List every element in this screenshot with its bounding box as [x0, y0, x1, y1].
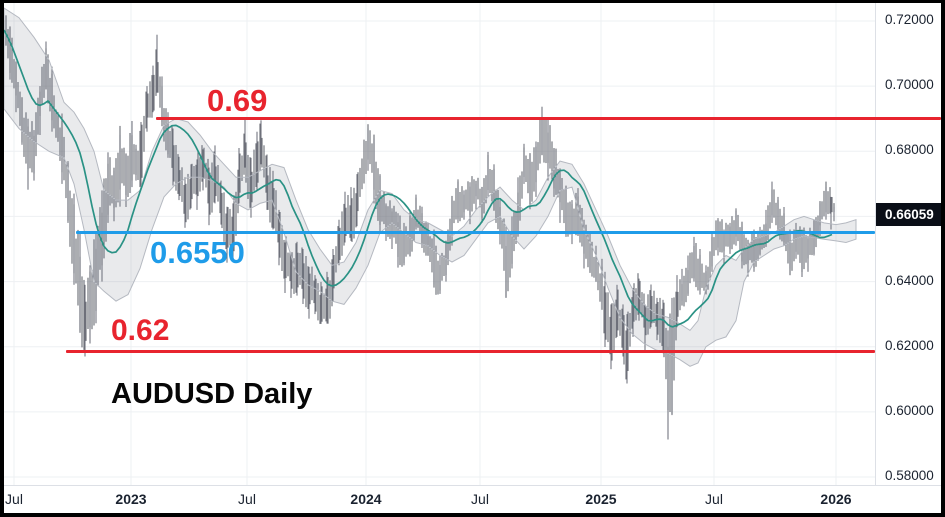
last-price-tag: 0.66059 — [876, 203, 941, 226]
time-tick-label: Jul — [471, 491, 489, 507]
price-tick-label: 0.68000 — [885, 142, 934, 158]
price-tick-label: 0.72000 — [885, 12, 934, 27]
price-tick-label: 0.64000 — [885, 272, 934, 288]
time-tick-label: Jul — [238, 491, 256, 507]
time-tick-label: 2025 — [585, 491, 617, 507]
time-axis[interactable]: Jul 2023 Jul 2024 Jul 2025 Jul 2026 — [4, 485, 941, 513]
pivot-line-0.6550[interactable] — [76, 231, 875, 234]
symbol-title: AUDUSD Daily — [111, 378, 313, 410]
chart-plot-area[interactable] — [4, 3, 875, 485]
price-tick-label: 0.70000 — [885, 77, 934, 93]
resistance-label[interactable]: 0.69 — [207, 83, 268, 118]
support-line-0.62[interactable] — [66, 350, 875, 353]
time-tick-label: 2024 — [350, 491, 382, 507]
time-tick-label: Jul — [705, 491, 723, 507]
price-chart-canvas[interactable] — [4, 3, 875, 485]
price-tick-label: 0.62000 — [885, 337, 934, 353]
price-tick-label: 0.60000 — [885, 402, 934, 418]
time-tick-label: Jul — [5, 491, 23, 507]
price-axis[interactable]: 0.66059 0.72000 0.70000 0.68000 0.64000 0.62… — [875, 3, 941, 485]
time-tick-label: 2026 — [820, 491, 852, 507]
ichimoku-cloud — [4, 7, 857, 367]
time-tick-label: 2023 — [115, 491, 147, 507]
pivot-label[interactable]: 0.6550 — [150, 235, 245, 270]
resistance-line-0.69[interactable] — [156, 117, 941, 120]
support-label[interactable]: 0.62 — [111, 314, 170, 347]
moving-average-line — [4, 29, 833, 328]
price-tick-label: 0.58000 — [885, 467, 934, 483]
